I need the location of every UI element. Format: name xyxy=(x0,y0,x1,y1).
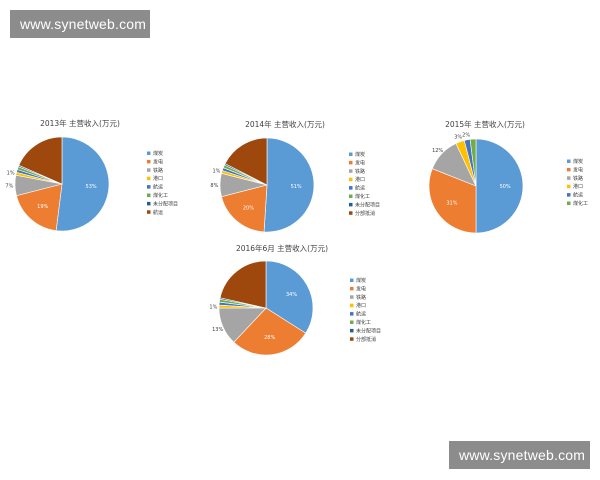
pie-slice-0 xyxy=(55,136,110,232)
data-label: 13% xyxy=(212,327,223,333)
pie-slice-1 xyxy=(221,184,268,233)
legend-label: 港口 xyxy=(356,302,366,309)
pie-slice-1 xyxy=(16,183,63,231)
data-label: 50% xyxy=(500,184,511,190)
pie-slice-0 xyxy=(475,138,524,234)
legend-swatch xyxy=(567,184,571,189)
legend-label: 航运 xyxy=(153,209,163,216)
legend-swatch xyxy=(147,151,151,155)
data-label: 20% xyxy=(243,205,254,211)
legend-swatch xyxy=(567,176,571,180)
legend-label: 煤炭 xyxy=(355,151,365,158)
legend-label: 航运 xyxy=(355,185,365,192)
legend-label: 发电 xyxy=(153,158,163,165)
legend-label: 发电 xyxy=(356,285,366,292)
data-label: 1% xyxy=(7,171,15,177)
legend-swatch xyxy=(349,152,353,156)
legend-label: 未分配项目 xyxy=(356,327,381,334)
legend-swatch xyxy=(349,202,353,207)
data-label: 1% xyxy=(209,304,217,310)
legend-label: 航运 xyxy=(356,311,366,318)
legend-swatch xyxy=(350,295,354,299)
legend-label: 煤化工 xyxy=(573,200,588,207)
data-label: 34% xyxy=(286,292,297,298)
legend-swatch xyxy=(349,186,353,190)
legend-swatch xyxy=(350,320,354,324)
data-label: 19% xyxy=(37,204,48,210)
legend-swatch xyxy=(147,176,151,181)
legend-swatch xyxy=(350,286,354,291)
data-label: 1% xyxy=(212,168,220,174)
legend-swatch xyxy=(349,160,353,165)
legend-label: 煤炭 xyxy=(153,150,163,157)
legend-swatch xyxy=(350,278,354,282)
pie-slice-0 xyxy=(263,137,315,233)
data-label: 2% xyxy=(462,132,470,138)
pie-slice-5 xyxy=(469,138,477,187)
legend-swatch xyxy=(147,193,151,197)
legend-swatch xyxy=(349,177,353,182)
watermark-top: www.synetweb.com xyxy=(10,10,150,38)
legend-swatch xyxy=(349,194,353,198)
data-label: 7% xyxy=(5,184,13,190)
legend-swatch xyxy=(147,168,151,172)
legend-swatch xyxy=(349,211,353,215)
legend-label: 铁路 xyxy=(573,175,583,182)
legend-label: 铁路 xyxy=(153,167,163,174)
pie-slice-7 xyxy=(18,136,63,185)
legend-swatch xyxy=(350,337,354,341)
legend-swatch xyxy=(567,193,571,197)
data-label: 12% xyxy=(432,148,443,154)
legend-label: 未分配项目 xyxy=(355,201,380,208)
legend-label: 未分配项目 xyxy=(153,200,178,207)
pie-chart-2016-06: 2016年6月 主营收入(万元) 34% 28% 13% 1% 煤炭发电铁路港口航运煤化工… xyxy=(209,243,381,356)
legend-swatch xyxy=(147,201,151,206)
chart-title: 2016年6月 主营收入(万元) xyxy=(236,243,328,253)
legend-label: 铁路 xyxy=(356,294,366,301)
legend-label: 分部抵消 xyxy=(355,210,375,217)
legend-swatch xyxy=(147,210,151,214)
legend-swatch xyxy=(147,159,151,164)
pie-slice-1 xyxy=(233,307,307,356)
data-label: 28% xyxy=(264,335,275,341)
legend-label: 铁路 xyxy=(355,168,365,175)
legend-label: 航运 xyxy=(573,192,583,199)
data-label: 8% xyxy=(210,183,218,189)
legend-swatch xyxy=(567,159,571,163)
legend-label: 港口 xyxy=(153,175,163,182)
legend-label: 分部抵消 xyxy=(356,336,376,343)
watermark-bottom: www.synetweb.com xyxy=(449,441,590,469)
legend-swatch xyxy=(567,201,571,205)
legend-label: 发电 xyxy=(355,159,365,166)
pie-slice-7 xyxy=(219,260,267,309)
legend-swatch xyxy=(350,303,354,308)
chart-title: 2014年 主营收入(万元) xyxy=(245,119,325,129)
data-label: 53% xyxy=(86,184,97,190)
legend-label: 煤炭 xyxy=(356,277,366,284)
chart-title: 2015年 主营收入(万元) xyxy=(445,119,525,129)
legend-label: 港口 xyxy=(355,176,365,183)
legend-swatch xyxy=(350,312,354,316)
legend-swatch xyxy=(349,169,353,173)
pie-chart-2013: 2013年 主营收入(万元)53%19%7%1%煤炭发电铁路港口航运煤化工未分配… xyxy=(5,118,178,232)
data-label: 51% xyxy=(291,184,302,190)
legend-label: 煤化工 xyxy=(356,319,371,326)
legend-label: 煤化工 xyxy=(355,193,370,200)
pie-chart-2014: 2014年 主营收入(万元) 51% 20% 8% 1% 煤炭发电铁路港口航运煤化工未分配… xyxy=(210,119,380,233)
legend-label: 发电 xyxy=(573,166,583,173)
legend-label: 航运 xyxy=(153,184,163,191)
legend-label: 煤化工 xyxy=(153,192,168,199)
pie-slice-7 xyxy=(224,137,268,186)
data-label: 31% xyxy=(446,200,457,206)
legend-label: 港口 xyxy=(573,183,583,190)
legend-swatch xyxy=(567,167,571,172)
chart-title: 2013年 主营收入(万元) xyxy=(40,118,120,128)
legend-swatch xyxy=(147,185,151,189)
data-label: 3% xyxy=(454,134,462,140)
pie-slice-1 xyxy=(428,168,477,234)
legend-label: 煤炭 xyxy=(573,158,583,165)
legend-swatch xyxy=(350,328,354,333)
